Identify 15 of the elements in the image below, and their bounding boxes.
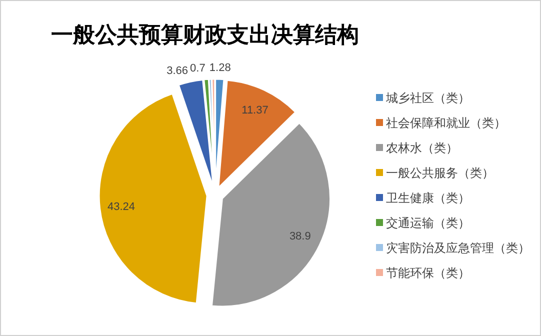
legend-label: 灾害防治及应急管理（类） (386, 241, 530, 255)
data-label: 1.28 (209, 62, 231, 74)
data-label: 3.66 (166, 64, 188, 77)
chart-title: 一般公共预算财政支出决算结构 (51, 22, 359, 47)
data-label: 11.37 (242, 104, 268, 116)
data-label: 0.7 (190, 62, 206, 74)
legend-label: 一般公共服务（类） (386, 166, 494, 180)
legend-label: 交通运输（类） (386, 216, 470, 230)
legend-label: 城乡社区（类） (385, 91, 470, 105)
legend-label: 农林水（类） (386, 141, 458, 155)
legend-label: 节能环保（类） (386, 266, 470, 280)
data-label: 38.9 (289, 230, 311, 243)
legend-label: 社会保障和就业（类） (386, 116, 506, 130)
data-label: 43.24 (107, 200, 135, 213)
legend-label: 卫生健康（类） (386, 191, 470, 205)
